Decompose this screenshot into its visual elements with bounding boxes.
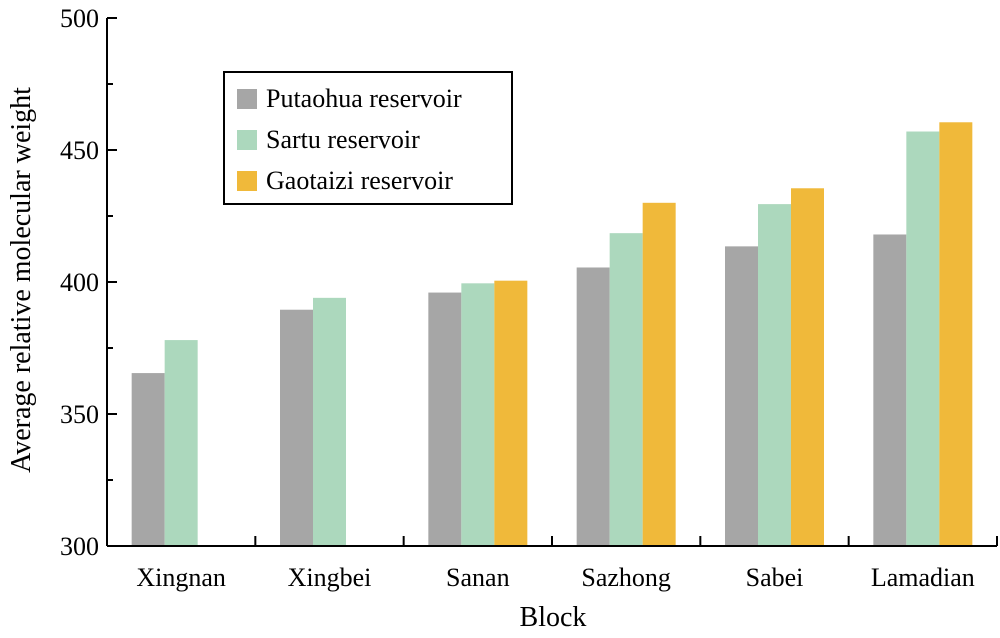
bar-lamadian-1 <box>873 234 907 547</box>
bar-sazhong-3 <box>642 202 676 547</box>
y-tick-label: 500 <box>60 4 99 33</box>
bar-xingbei-1 <box>280 309 313 546</box>
y-tick-label: 300 <box>60 532 99 561</box>
bar-sabei-2 <box>758 204 791 546</box>
x-tick-label: Lamadian <box>871 563 975 592</box>
legend-box <box>223 71 513 205</box>
bar-lamadian-3 <box>939 122 973 546</box>
bar-xingnan-1 <box>131 373 165 546</box>
x-tick-label: Sanan <box>446 563 510 592</box>
x-tick-labels: Xingnan Xingbei Sanan Sazhong Sabei Lamadian <box>136 563 974 592</box>
legend-label: Gaotaizi reservoir <box>266 166 453 195</box>
x-tick-label: Xingnan <box>136 563 226 592</box>
x-tick-label: Sazhong <box>581 563 671 592</box>
bar-xingnan-2 <box>164 340 198 546</box>
bar-sabei-1 <box>725 246 758 547</box>
bar-sabei-3 <box>791 188 824 546</box>
y-tick-label: 350 <box>60 400 99 429</box>
y-tick-labels: 300 350 400 450 500 <box>60 4 99 561</box>
legend-label: Sartu reservoir <box>266 125 420 154</box>
y-tick-label: 400 <box>60 268 99 297</box>
x-axis-title: Block <box>520 602 587 633</box>
bar-sanan-3 <box>494 280 528 546</box>
axes-group <box>106 17 998 547</box>
bar-sanan-2 <box>461 283 495 546</box>
legend: Putaohua reservoir Sartu reservoir Gaotaiz… <box>223 71 513 205</box>
bar-sanan-1 <box>428 292 462 546</box>
bar-sazhong-2 <box>609 233 643 546</box>
bars-group <box>131 122 973 547</box>
x-tick-label: Xingbei <box>288 563 372 592</box>
bar-sazhong-1 <box>576 267 610 546</box>
legend-swatch <box>237 171 257 191</box>
x-tick-label: Sabei <box>746 563 804 592</box>
legend-swatch <box>237 130 257 150</box>
legend-label: Putaohua reservoir <box>266 84 462 113</box>
bar-xingbei-2 <box>313 297 346 546</box>
y-tick-label: 450 <box>60 136 99 165</box>
y-axis-title: Average relative molecular weight <box>6 87 37 473</box>
bar-lamadian-2 <box>906 131 940 546</box>
legend-swatch <box>237 89 257 109</box>
